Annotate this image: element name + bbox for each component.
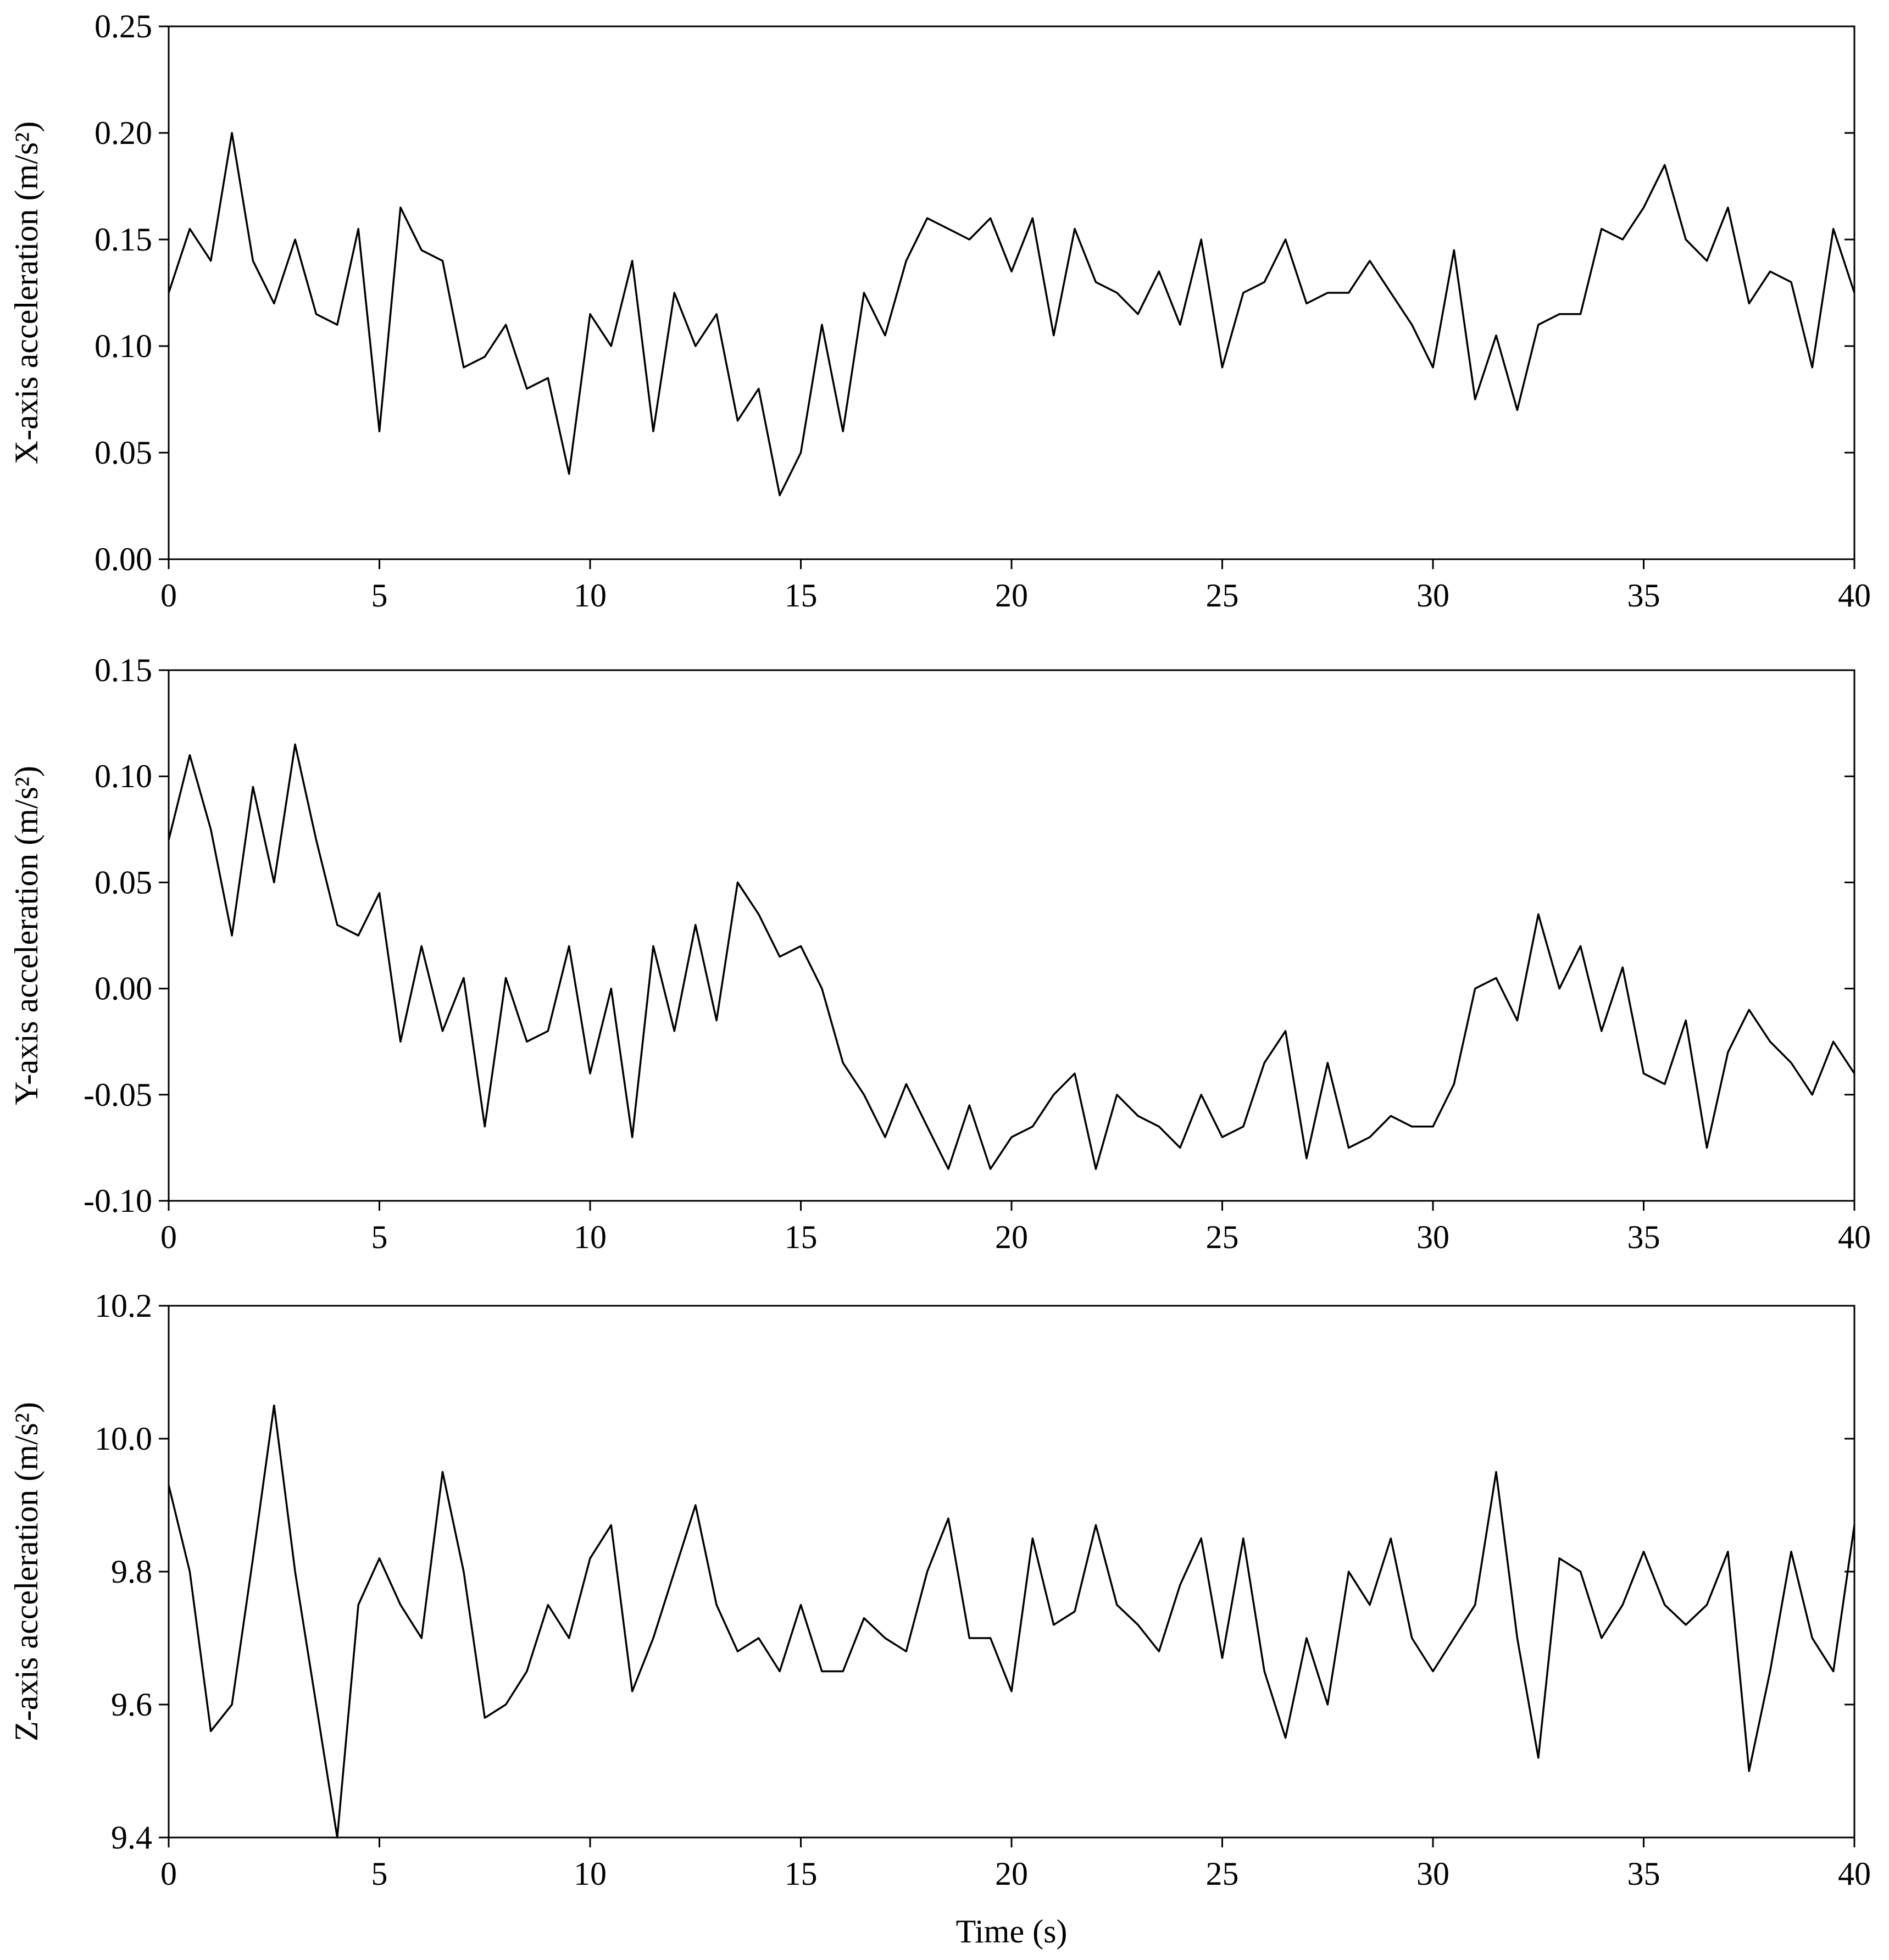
y-axis-label: Y-axis acceleration (m/s²) [8,766,45,1105]
data-line [168,743,1855,1170]
x-tick-label: 20 [995,577,1028,614]
x-tick-label: 30 [1416,577,1449,614]
x-tick-label: 15 [785,1856,818,1892]
x-tick-label: 20 [995,1219,1028,1255]
x-tick-label: 20 [995,1856,1028,1892]
y-tick-label: 0.20 [95,115,152,151]
y-tick-label: 0.05 [95,435,152,471]
data-line [168,132,1855,497]
x-tick-label: 10 [574,1856,607,1892]
x-axis-label: Time (s) [956,1913,1068,1950]
x-tick-label: 5 [371,1856,388,1892]
x-tick-label: 15 [785,577,818,614]
x-tick-label: 5 [371,1219,388,1255]
x-tick-label: 5 [371,577,388,614]
x-tick-label: 30 [1416,1856,1449,1892]
y-tick-label: 9.4 [111,1819,152,1856]
y-tick-label: 0.00 [95,971,152,1007]
plot-frame [168,669,1855,1202]
x-tick-label: 30 [1416,1219,1449,1255]
plot-frame [168,1305,1855,1839]
data-line [168,1404,1855,1839]
y-tick-label: 0.05 [95,864,152,900]
x-tick-label: 35 [1627,577,1660,614]
y-axis-label: Z-axis acceleration (m/s²) [8,1402,45,1741]
x-tick-label: 25 [1206,577,1239,614]
x-tick-label: 25 [1206,1856,1239,1892]
y-tick-label: 0.15 [95,652,152,688]
x-tick-label: 25 [1206,1219,1239,1255]
y-tick-label: 9.6 [111,1686,152,1723]
x-tick-label: 10 [574,1219,607,1255]
y-tick-label: 0.10 [95,758,152,794]
y-tick-label: 0.15 [95,221,152,258]
x-tick-label: 0 [160,577,177,614]
x-tick-label: 10 [574,577,607,614]
y-tick-label: -0.10 [84,1183,152,1219]
y-tick-label: 10.0 [95,1421,152,1457]
x-tick-label: 0 [160,1219,177,1255]
plot-frame [168,25,1855,560]
x-tick-label: 40 [1838,1219,1871,1255]
y-tick-label: 10.2 [95,1288,152,1324]
y-tick-label: 0.25 [95,8,152,44]
x-tick-label: 15 [785,1219,818,1255]
x-tick-label: 40 [1838,577,1871,614]
y-tick-label: -0.05 [84,1077,152,1113]
y-tick-label: 0.10 [95,328,152,364]
x-tick-label: 0 [160,1856,177,1892]
x-tick-label: 40 [1838,1856,1871,1892]
y-tick-label: 0.00 [95,541,152,577]
y-axis-label: X-axis acceleration (m/s²) [8,121,45,464]
x-tick-label: 35 [1627,1219,1660,1255]
y-tick-label: 9.8 [111,1553,152,1590]
x-tick-label: 35 [1627,1856,1660,1892]
